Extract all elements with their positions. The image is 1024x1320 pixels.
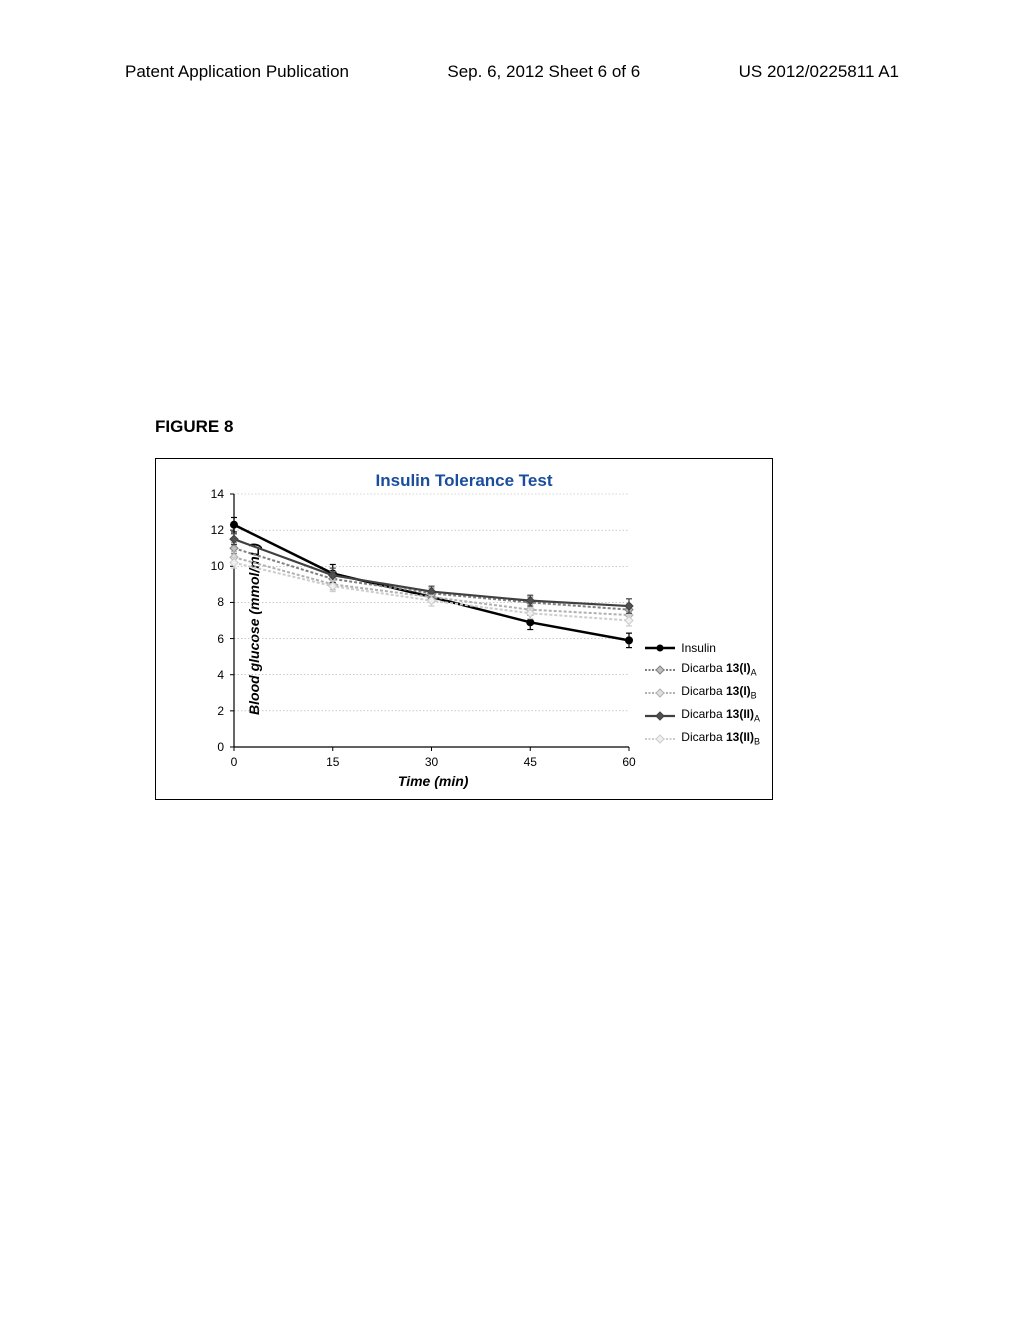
y-tick-label: 6	[217, 632, 224, 646]
legend-marker-icon	[645, 688, 675, 698]
y-tick-label: 2	[217, 704, 224, 718]
legend-label: Dicarba 13(II)A	[681, 705, 760, 726]
legend-marker-icon	[645, 734, 675, 744]
x-tick-label: 15	[326, 755, 339, 769]
chart-svg	[234, 494, 629, 747]
legend-item: Dicarba 13(I)B	[645, 682, 760, 703]
x-tick-label: 60	[622, 755, 635, 769]
header-right: US 2012/0225811 A1	[739, 62, 899, 82]
legend-marker-icon	[645, 711, 675, 721]
chart-container: Insulin Tolerance Test Blood glucose (mm…	[155, 458, 773, 800]
x-tick-label: 0	[231, 755, 238, 769]
legend-marker-icon	[645, 643, 675, 653]
y-tick-label: 14	[211, 487, 224, 501]
header-center: Sep. 6, 2012 Sheet 6 of 6	[447, 62, 640, 82]
legend-label: Dicarba 13(I)A	[681, 659, 756, 680]
x-tick-label: 45	[524, 755, 537, 769]
header-left: Patent Application Publication	[125, 62, 349, 82]
legend-label: Insulin	[681, 639, 716, 657]
chart-legend: InsulinDicarba 13(I)ADicarba 13(I)BDicar…	[645, 639, 760, 751]
y-tick-label: 8	[217, 595, 224, 609]
y-tick-label: 4	[217, 668, 224, 682]
legend-item: Dicarba 13(I)A	[645, 659, 760, 680]
legend-item: Insulin	[645, 639, 760, 657]
legend-label: Dicarba 13(I)B	[681, 682, 756, 703]
legend-item: Dicarba 13(II)B	[645, 728, 760, 749]
plot-area	[234, 494, 629, 747]
page-header: Patent Application Publication Sep. 6, 2…	[0, 62, 1024, 82]
figure-label: FIGURE 8	[155, 417, 233, 437]
legend-marker-icon	[645, 665, 675, 675]
x-axis-label: Time (min)	[398, 773, 469, 789]
x-tick-label: 30	[425, 755, 438, 769]
chart-title: Insulin Tolerance Test	[376, 471, 553, 491]
y-tick-label: 10	[211, 559, 224, 573]
legend-item: Dicarba 13(II)A	[645, 705, 760, 726]
legend-label: Dicarba 13(II)B	[681, 728, 760, 749]
y-tick-label: 0	[217, 740, 224, 754]
y-tick-label: 12	[211, 523, 224, 537]
